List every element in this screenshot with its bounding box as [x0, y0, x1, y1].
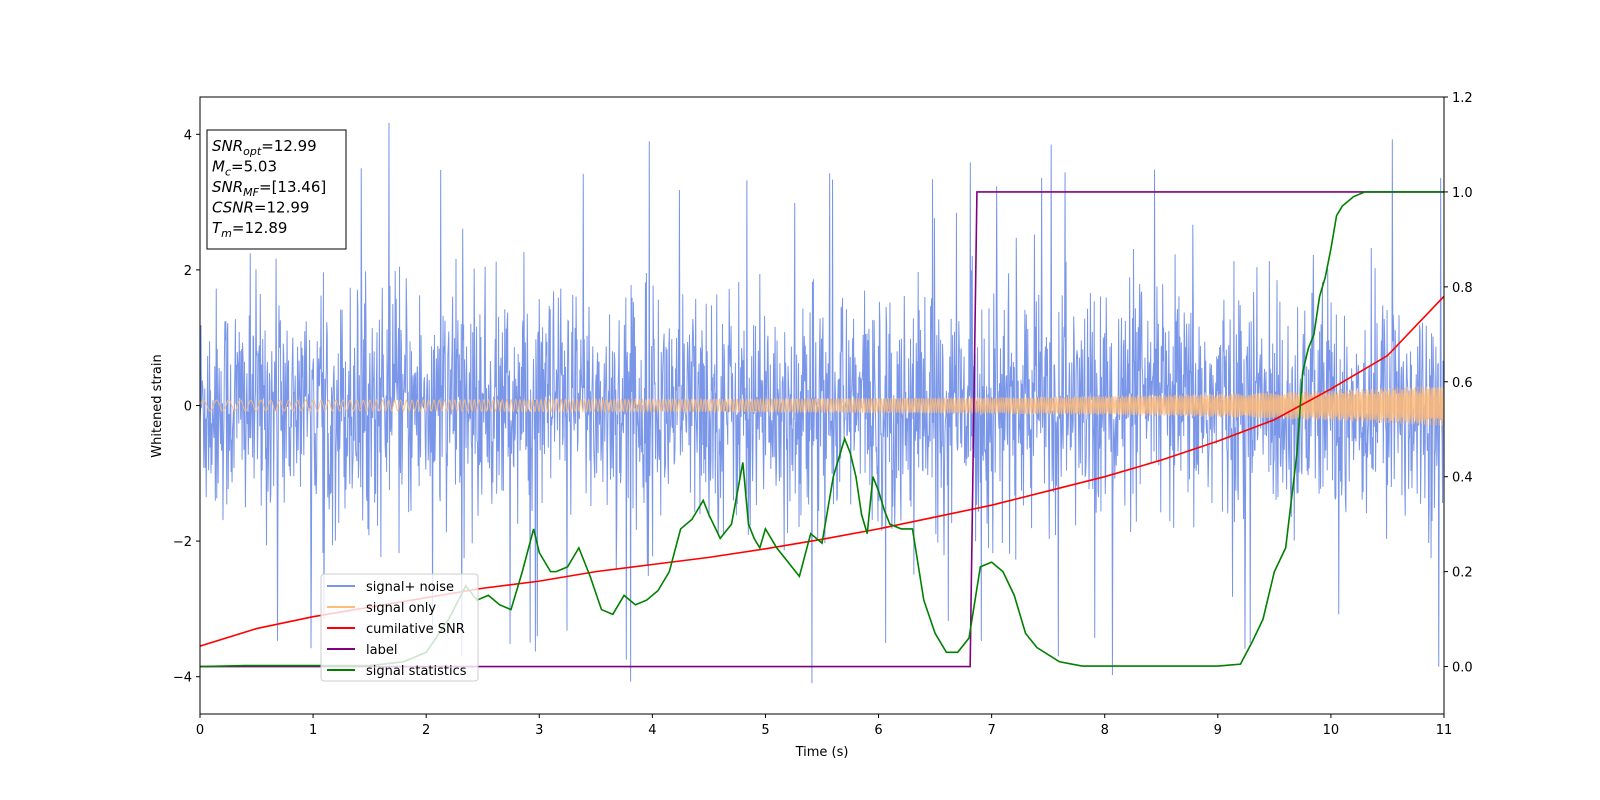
x-tick-label: 3 [535, 723, 543, 738]
series-signal-only-line [200, 386, 1444, 426]
legend-frame [320, 573, 479, 682]
x-tick-label: 2 [422, 723, 430, 738]
y-left-tick-label: 2 [184, 264, 192, 279]
series-label-line [200, 191, 1444, 668]
y-right-tick-label: 0.8 [1452, 281, 1473, 296]
info-box-line: Tm=12.89 [212, 219, 287, 240]
y-right-tick-label: 1.0 [1452, 186, 1473, 201]
x-tick-label: 9 [1214, 723, 1222, 738]
info-box-line: CSNR=12.99 [212, 199, 309, 217]
x-tick-label: 11 [1436, 723, 1453, 738]
x-tick-label: 7 [987, 723, 995, 738]
info-box-line: Mc=5.03 [212, 158, 277, 179]
info-box-line: SNRMF=[13.46] [212, 178, 326, 199]
left-y-axis: −4 −2 0 2 4 [173, 128, 200, 686]
series-signal-statistics-line [200, 191, 1444, 668]
legend: signal+ noise signal only cumilative SNR la… [320, 573, 479, 682]
y-axis-label: Whitened strain [150, 354, 165, 457]
right-y-axis: 0.0 0.2 0.4 0.6 0.8 1.0 1.2 [1444, 91, 1473, 676]
x-axis-label: Time (s) [795, 745, 849, 760]
y-right-tick-label: 1.2 [1452, 91, 1473, 106]
legend-label: cumilative SNR [366, 622, 465, 637]
info-box-line: SNRopt=12.99 [212, 137, 317, 158]
x-axis: 0 1 2 3 4 5 6 7 8 9 10 11 [196, 714, 1452, 738]
x-tick-label: 0 [196, 723, 204, 738]
info-box-frame [206, 129, 347, 250]
x-tick-label: 6 [874, 723, 882, 738]
info-box: SNRopt=12.99Mc=5.03SNRMF=[13.46]CSNR=12.… [206, 129, 347, 250]
legend-label: signal only [366, 601, 436, 616]
y-right-tick-label: 0.0 [1452, 661, 1473, 676]
x-tick-label: 5 [761, 723, 769, 738]
y-left-tick-label: 0 [184, 400, 192, 415]
y-left-tick-label: 4 [184, 128, 192, 143]
y-right-tick-label: 0.2 [1452, 566, 1473, 581]
legend-label: label [366, 643, 397, 658]
x-tick-label: 10 [1323, 723, 1340, 738]
x-tick-label: 4 [648, 723, 656, 738]
legend-label: signal+ noise [366, 580, 454, 595]
legend-label: signal statistics [366, 664, 467, 679]
x-tick-label: 8 [1101, 723, 1109, 738]
series-signal-noise-line [200, 122, 1444, 684]
y-left-tick-label: −2 [173, 535, 192, 550]
x-tick-label: 1 [309, 723, 317, 738]
y-right-tick-label: 0.6 [1452, 376, 1473, 391]
y-right-tick-label: 0.4 [1452, 471, 1473, 486]
y-left-tick-label: −4 [173, 671, 192, 686]
